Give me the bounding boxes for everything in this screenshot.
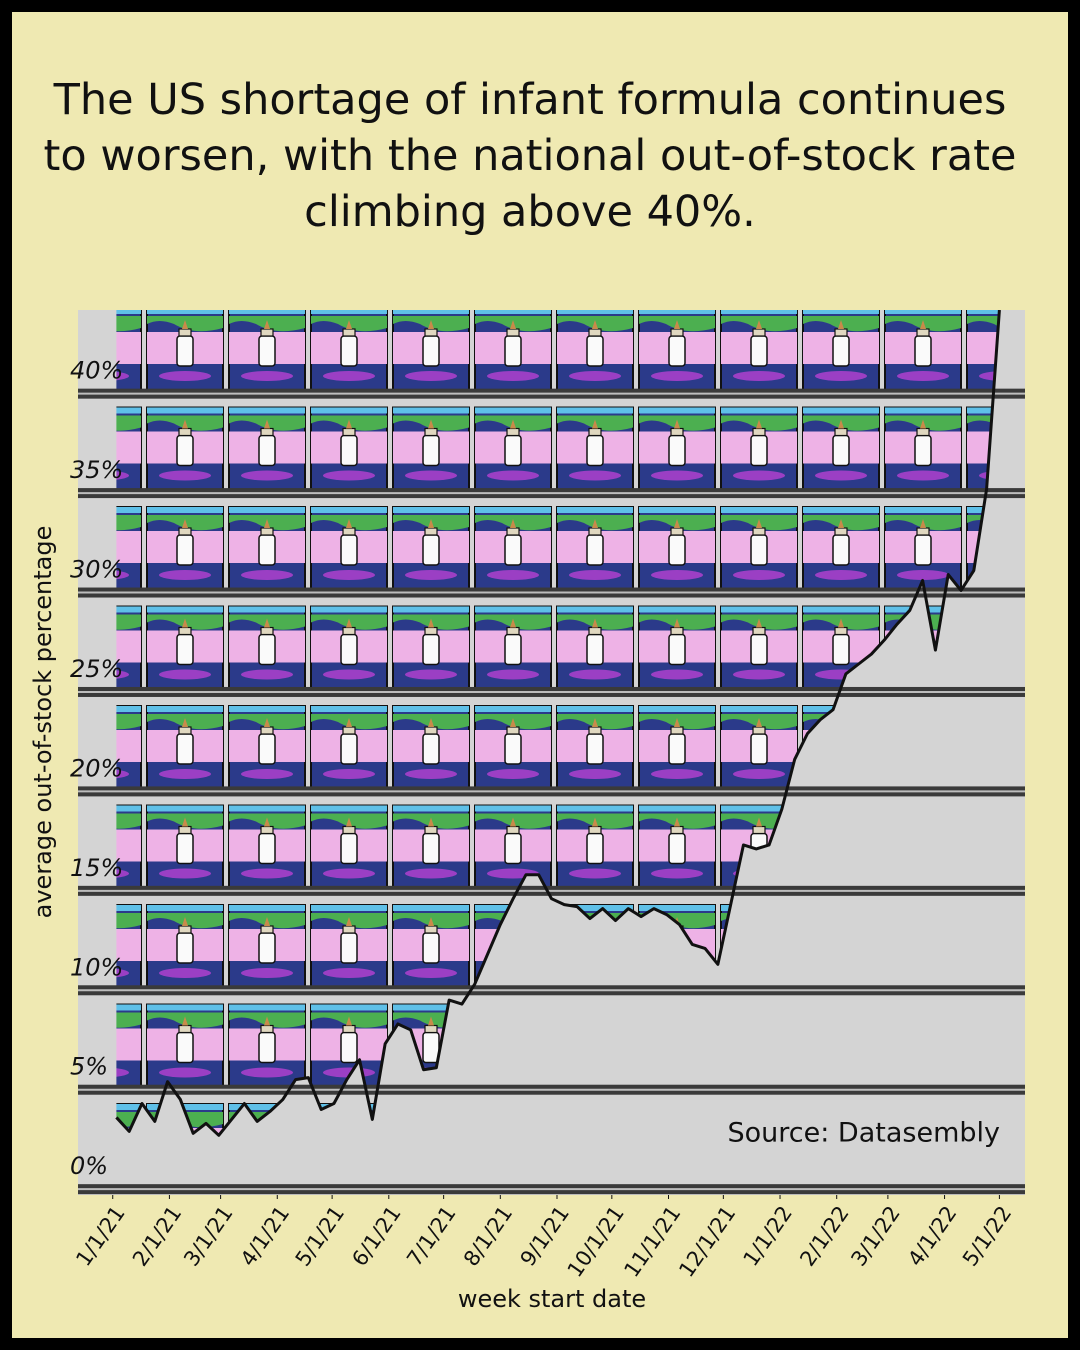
y-tick-label: 30% [70, 556, 123, 584]
y-axis-label: average out-of-stock percentage [29, 526, 57, 919]
line [115, 310, 1001, 1137]
y-tick-label: 15% [70, 854, 123, 882]
x-tick-label: 2/1/21 [128, 1202, 186, 1271]
x-tick-label: 8/1/21 [459, 1202, 517, 1271]
chart-title: The US shortage of infant formula contin… [43, 75, 1017, 237]
x-tick-label: 9/1/21 [516, 1202, 574, 1271]
source-note: Source: Datasembly [728, 1118, 1001, 1149]
y-tick-label: 0% [70, 1152, 108, 1180]
x-tick-label: 12/1/21 [674, 1202, 740, 1282]
stock-area [116, 310, 1000, 1136]
y-tick-label: 25% [70, 655, 123, 683]
plot-group [78, 310, 1025, 1195]
x-tick-label: 1/1/21 [71, 1202, 129, 1271]
x-axis-label: week start date [458, 1285, 646, 1313]
x-tick-label: 7/1/21 [402, 1202, 460, 1271]
x-tick-label: 10/1/21 [563, 1202, 629, 1282]
x-tick-label: 5/1/22 [958, 1202, 1016, 1271]
x-tick-label: 2/1/22 [795, 1202, 853, 1271]
y-tick-label: 35% [70, 456, 123, 484]
x-tick-label: 6/1/21 [347, 1202, 405, 1271]
y-tick-label: 10% [70, 953, 123, 981]
x-tick-label: 1/1/22 [739, 1202, 797, 1271]
x-tick-label: 5/1/21 [291, 1202, 349, 1271]
x-tick-label: 3/1/22 [846, 1202, 904, 1271]
y-tick-label: 20% [70, 754, 123, 782]
y-tick-label: 40% [70, 357, 123, 385]
x-tick-label: 3/1/21 [179, 1202, 237, 1271]
x-tick-label: 4/1/21 [236, 1202, 294, 1271]
x-tick-label: 4/1/22 [903, 1202, 961, 1271]
y-tick-label: 5% [70, 1053, 108, 1081]
